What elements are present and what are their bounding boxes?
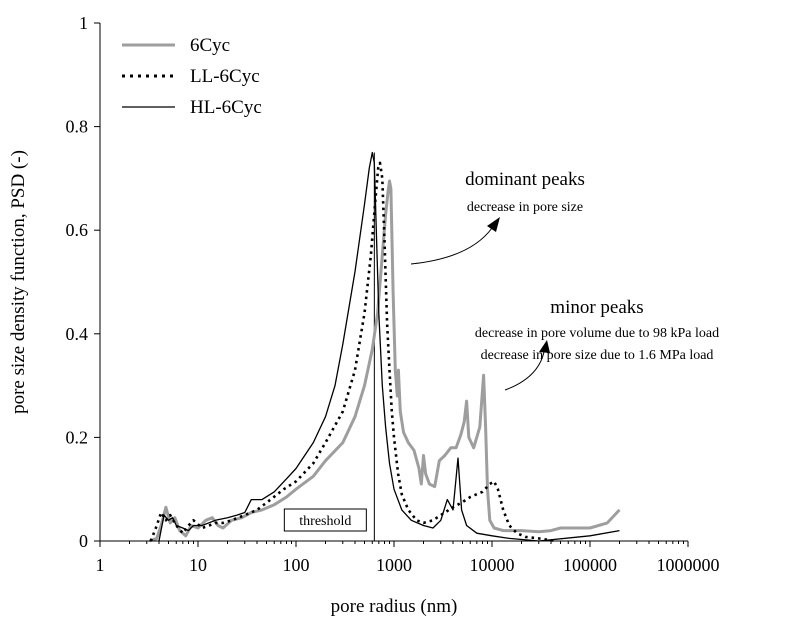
legend-label-hl-6cyc: HL-6Cyc: [190, 97, 262, 118]
x-tick-label: 1000000: [657, 555, 720, 575]
y-axis-label: pore size density function, PSD (-): [8, 150, 29, 414]
axis-ticks: 0 0.2 0.4 0.6 0.8 1 1 10 100 1000 10000 100000 10000…: [66, 13, 720, 575]
threshold-label: threshold: [299, 514, 351, 529]
legend-label-ll-6cyc: LL-6Cyc: [190, 66, 260, 87]
x-tick-label: 100000: [563, 555, 617, 575]
series-line-hl-6cyc: [158, 151, 620, 542]
x-tick-label: 1000: [376, 555, 412, 575]
x-tick-label: 10: [189, 555, 207, 575]
dominant-peaks-subtitle: decrease in pore size: [467, 200, 583, 215]
series-group: [148, 151, 621, 543]
y-tick-label: 0.2: [66, 427, 89, 447]
y-tick-label: 0.6: [66, 220, 89, 240]
minor-peaks-subtitle-1: decrease in pore volume due to 98 kPa lo…: [475, 326, 719, 341]
minor-peaks-title: minor peaks: [550, 297, 643, 318]
x-tick-label: 1: [96, 555, 105, 575]
y-tick-label: 0.4: [66, 324, 89, 344]
x-tick-label: 100: [283, 555, 310, 575]
minor-peaks-arrow: [504, 351, 545, 391]
minor-peaks-arrowhead: [539, 340, 550, 353]
dominant-peaks-arrow: [410, 227, 493, 265]
y-tick-label: 0.8: [66, 117, 89, 137]
x-axis-label: pore radius (nm): [331, 596, 458, 617]
x-tick-label: 10000: [470, 555, 515, 575]
threshold-label-box: [283, 508, 367, 532]
y-tick-label: 1: [79, 13, 88, 33]
dominant-peaks-title: dominant peaks: [465, 169, 585, 190]
y-tick-label: 0: [79, 531, 88, 551]
legend-label-6cyc: 6Cyc: [190, 35, 230, 56]
dominant-peaks-arrowhead: [487, 217, 500, 232]
minor-peaks-subtitle-2: decrease in pore size due to 1.6 MPa loa…: [481, 348, 714, 363]
legend: 6Cyc LL-6Cyc HL-6Cyc: [122, 35, 262, 118]
